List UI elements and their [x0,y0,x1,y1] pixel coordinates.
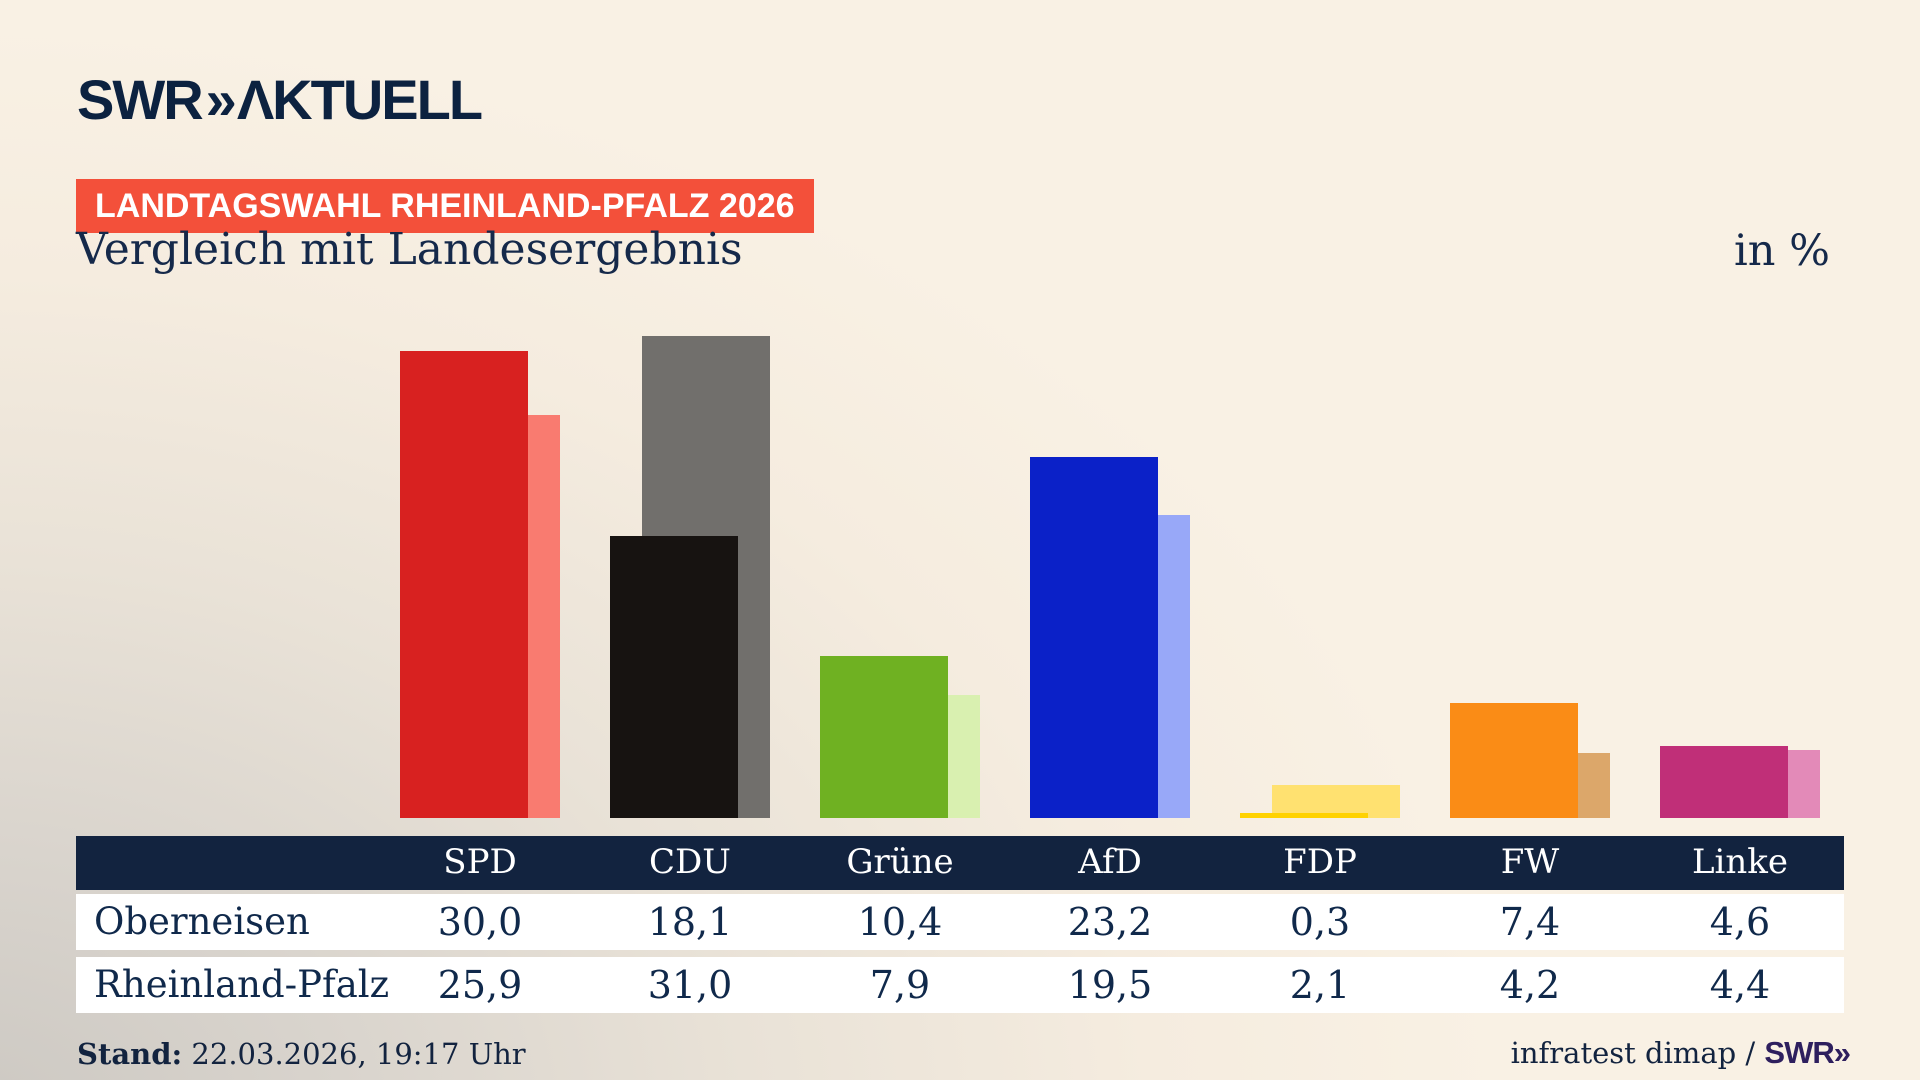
value-cdu-oberneisen: 18,1 [647,900,733,944]
table-row: Oberneisen 30,0 18,1 10,4 23,2 0,3 7,4 4,6 [76,894,1844,950]
column-header-fw: FW [1500,842,1560,882]
bar-spd-oberneisen [400,351,528,818]
bar-fdp-rheinland-pfalz [1272,785,1400,818]
source-line: infratest dimap / SWR» [1510,1035,1852,1071]
logo-aktuell-text: ΛKTUELL [236,68,483,131]
stand-label: Stand: [77,1037,183,1071]
value-spd-rheinland-pfalz: 25,9 [437,963,523,1007]
column-header-gr-ne: Grüne [846,842,954,882]
logo-swr-text: SWR [77,68,204,131]
bar-gr-ne-oberneisen [820,656,948,818]
unit-label: in % [1734,226,1830,276]
value-afd-rheinland-pfalz: 19,5 [1067,963,1153,1007]
column-header-afd: AfD [1078,842,1142,882]
bar-linke-oberneisen [1660,746,1788,818]
swr-aktuell-logo: SWR» ΛKTUELL [77,72,483,128]
chart-title: Vergleich mit Landesergebnis [76,224,743,275]
stand-value: 22.03.2026, 19:17 Uhr [182,1037,526,1071]
value-cdu-rheinland-pfalz: 31,0 [647,963,733,1007]
source-swr-logo: SWR» [1764,1035,1851,1070]
value-spd-oberneisen: 30,0 [437,900,523,944]
value-fdp-rheinland-pfalz: 2,1 [1289,963,1351,1007]
value-gr-ne-oberneisen: 10,4 [857,900,943,944]
table-row: Rheinland-Pfalz 25,9 31,0 7,9 19,5 2,1 4,2 4,4 [76,957,1844,1013]
bar-fdp-oberneisen [1240,813,1368,818]
column-header-fdp: FDP [1283,842,1357,882]
bar-afd-oberneisen [1030,457,1158,818]
column-header-cdu: CDU [649,842,731,882]
source-swr-chevron-icon: » [1833,1035,1851,1070]
value-fdp-oberneisen: 0,3 [1289,900,1351,944]
value-gr-ne-rheinland-pfalz: 7,9 [869,963,931,1007]
value-linke-oberneisen: 4,6 [1709,900,1771,944]
bar-cdu-oberneisen [610,536,738,818]
source-swr-text: SWR [1764,1035,1834,1070]
value-fw-rheinland-pfalz: 4,2 [1499,963,1561,1007]
value-afd-oberneisen: 23,2 [1067,900,1153,944]
table-header-row: SPD CDU Grüne AfD FDP FW Linke [76,836,1844,890]
source-text: infratest dimap / [1510,1036,1765,1070]
row-label-oberneisen: Oberneisen [94,900,310,943]
results-table: SPD CDU Grüne AfD FDP FW Linke Oberneisen 30,0 1… [76,836,1844,1013]
row-label-rheinland-pfalz: Rheinland-Pfalz [94,963,390,1006]
value-fw-oberneisen: 7,4 [1499,900,1561,944]
column-header-linke: Linke [1691,842,1789,882]
timestamp-line: Stand: 22.03.2026, 19:17 Uhr [77,1038,526,1070]
bar-fw-oberneisen [1450,703,1578,818]
column-header-spd: SPD [443,842,517,882]
value-linke-rheinland-pfalz: 4,4 [1709,963,1771,1007]
election-badge: LANDTAGSWAHL RHEINLAND-PFALZ 2026 [76,179,814,233]
